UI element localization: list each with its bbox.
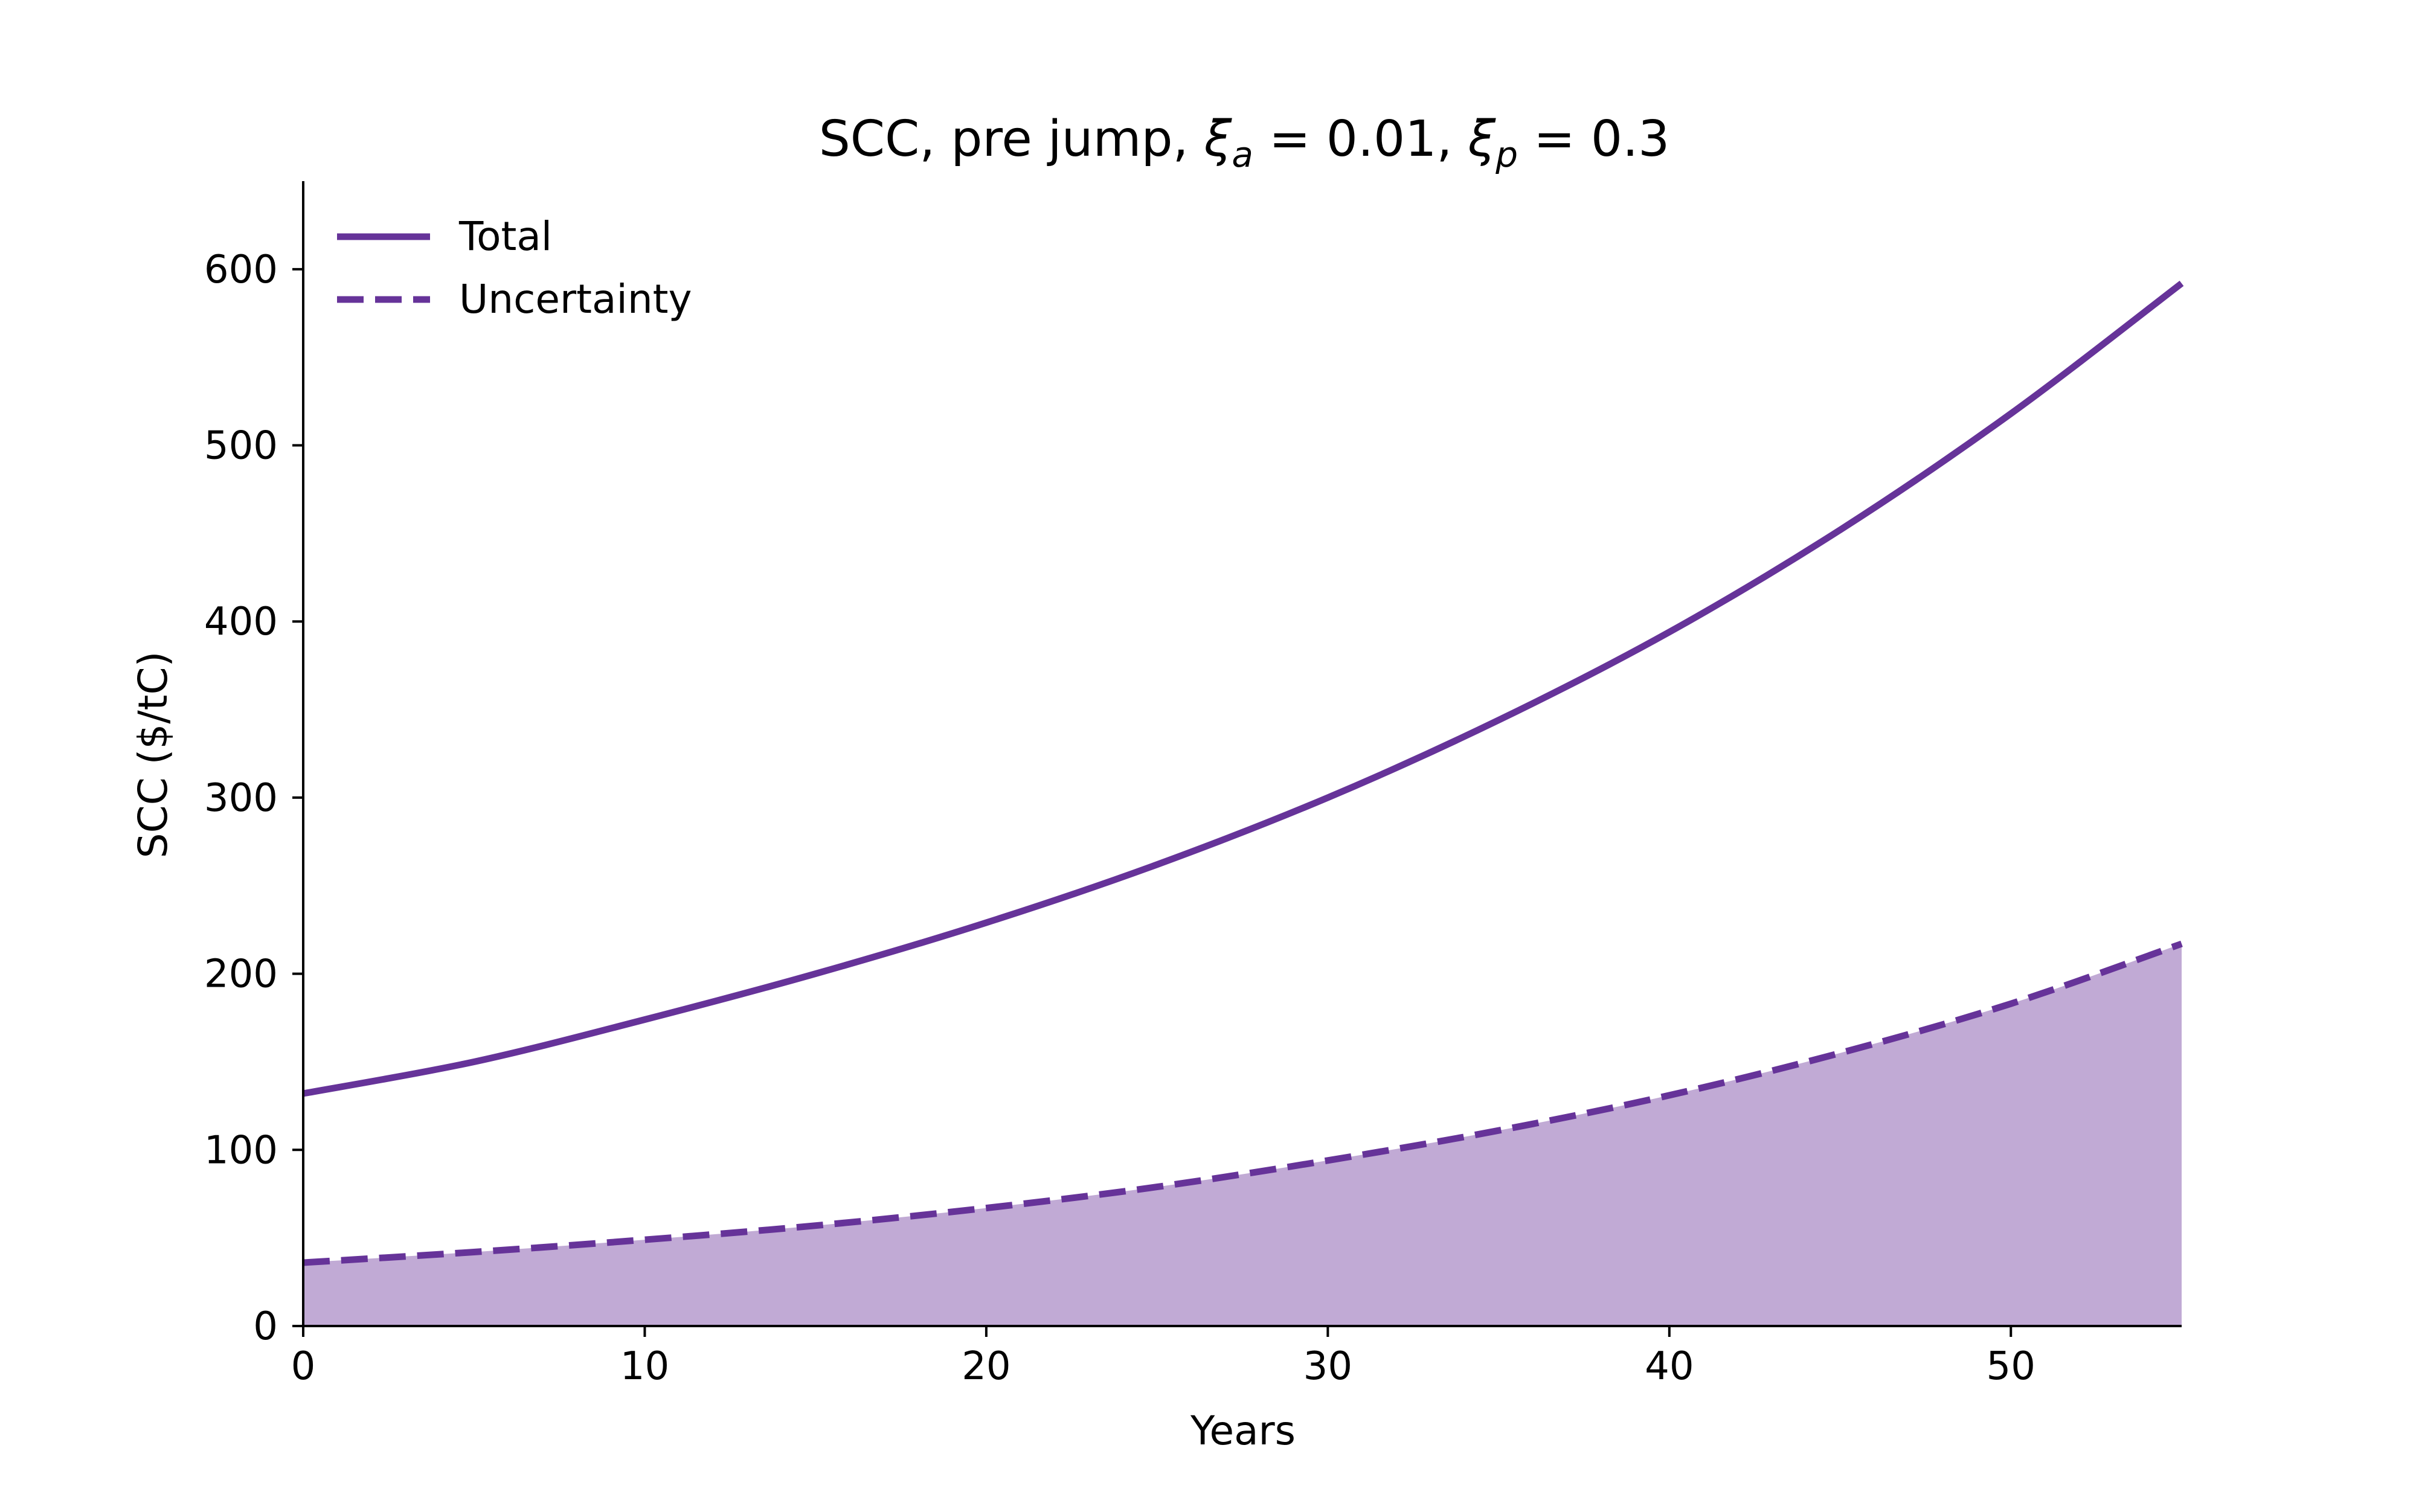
- y-tick-label: 400: [204, 600, 278, 644]
- xi-p-subscript: p: [1495, 134, 1518, 175]
- xi-p-value: = 0.3: [1518, 111, 1669, 168]
- y-tick-label: 300: [204, 776, 278, 821]
- uncertainty-area-fill: [303, 944, 2182, 1326]
- y-tick-label: 100: [204, 1128, 278, 1173]
- legend: Total Uncertainty: [337, 213, 692, 322]
- y-tick-label: 200: [204, 952, 278, 997]
- x-axis-title: Years: [1190, 1408, 1296, 1454]
- y-tick-label: 500: [204, 424, 278, 469]
- xi-a-symbol: ξ: [1204, 111, 1233, 168]
- legend-total-label: Total: [458, 213, 552, 260]
- xi-p-symbol: ξ: [1468, 111, 1497, 168]
- x-tick-label: 40: [1645, 1344, 1694, 1389]
- y-axis-title: SCC ($/tC): [130, 652, 176, 859]
- chart-title-prefix: SCC, pre jump,: [819, 111, 1204, 168]
- x-tick-label: 10: [620, 1344, 669, 1389]
- series-line-uncertainty: [303, 940, 2183, 1266]
- series-line-total: [302, 280, 2184, 1097]
- y-tick-label: 0: [253, 1304, 278, 1349]
- legend-uncertainty-label: Uncertainty: [459, 276, 692, 322]
- xi-a-subscript: a: [1232, 134, 1253, 175]
- x-tick-label: 30: [1303, 1344, 1352, 1389]
- y-tick-label: 600: [204, 248, 278, 292]
- series-layer: [302, 280, 2184, 1266]
- chart-title: SCC, pre jump, ξa = 0.01, ξp = 0.3: [819, 111, 1670, 175]
- x-tick-label: 20: [962, 1344, 1010, 1389]
- uncertainty-fill-layer: [303, 944, 2182, 1326]
- axes-layer: [302, 181, 2182, 1327]
- x-tick-label: 50: [1987, 1344, 2035, 1389]
- x-tick-label: 0: [291, 1344, 316, 1389]
- xi-a-value: = 0.01,: [1253, 111, 1468, 168]
